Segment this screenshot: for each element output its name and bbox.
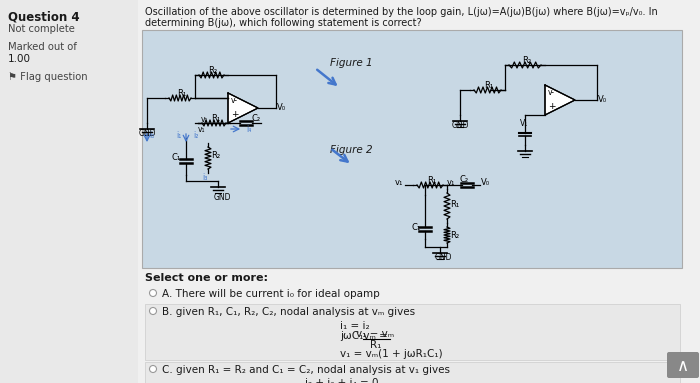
Text: Figure 1: Figure 1 [330,58,372,68]
Text: C₁: C₁ [172,153,181,162]
Circle shape [150,365,157,373]
Text: C₂: C₂ [460,175,469,184]
Polygon shape [228,93,258,123]
Text: R₂: R₂ [209,66,218,75]
Text: R₁: R₁ [177,89,186,98]
Text: v₁: v₁ [198,125,206,134]
FancyBboxPatch shape [667,352,699,378]
Bar [0,0,138,383]
Text: jωC₁vₘ =: jωC₁vₘ = [340,331,391,341]
Text: +: + [548,102,556,111]
Text: B. given R₁, C₁, R₂, C₂, nodal analysis at vₘ gives: B. given R₁, C₁, R₂, C₂, nodal analysis … [162,307,415,317]
Text: v₁: v₁ [201,115,209,124]
Text: determining B(jω), which following statement is correct?: determining B(jω), which following state… [145,18,421,28]
Text: V₀: V₀ [481,178,490,187]
Text: Question 4: Question 4 [8,10,80,23]
Text: v₁ − vₘ: v₁ − vₘ [356,329,394,339]
Text: i₁: i₁ [176,131,181,140]
Text: R₁: R₁ [427,176,436,185]
Text: v₁: v₁ [395,178,403,187]
Text: R₁: R₁ [370,340,382,350]
Text: v-: v- [231,96,238,105]
Bar [142,30,682,268]
Text: i₀: i₀ [149,131,155,140]
Text: R₂: R₂ [450,231,459,240]
Text: Marked out of: Marked out of [8,42,77,52]
Text: C₂: C₂ [251,114,260,123]
Text: A. There will be current i₀ for ideal opamp: A. There will be current i₀ for ideal op… [162,289,379,299]
Text: ⚑ Flag question: ⚑ Flag question [8,72,88,82]
Bar [145,304,680,360]
Bar [145,362,680,383]
Text: V₀: V₀ [277,103,286,112]
Text: +: + [231,110,239,119]
Text: Figure 2: Figure 2 [330,145,372,155]
Text: R₁: R₁ [211,114,220,123]
Text: i₄: i₄ [246,125,251,134]
Polygon shape [545,85,575,115]
Text: V₀: V₀ [598,95,607,104]
Circle shape [150,308,157,314]
Text: Not complete: Not complete [8,24,75,34]
Text: C₁: C₁ [411,223,420,232]
Text: R₁: R₁ [450,200,459,209]
Circle shape [150,290,157,296]
Text: i₂ + i₃ + i₄ = 0: i₂ + i₃ + i₄ = 0 [305,378,379,383]
Text: GND: GND [435,253,452,262]
Text: i₁ = i₂: i₁ = i₂ [340,321,370,331]
Text: C. given R₁ = R₂ and C₁ = C₂, nodal analysis at v₁ gives: C. given R₁ = R₂ and C₁ = C₂, nodal anal… [162,365,450,375]
Text: 1.00: 1.00 [8,54,31,64]
Text: Select one or more:: Select one or more: [145,273,268,283]
Text: R₁: R₁ [484,81,494,90]
Text: GND: GND [139,129,157,138]
Text: v₁: v₁ [447,178,456,187]
Text: Oscillation of the above oscillator is determined by the loop gain, L(jω)=A(jω)B: Oscillation of the above oscillator is d… [145,7,658,17]
Text: v₁ = vₘ(1 + jωR₁C₁): v₁ = vₘ(1 + jωR₁C₁) [340,349,442,359]
Text: v-: v- [548,88,555,97]
Text: R₂: R₂ [211,151,220,160]
Text: GND: GND [214,193,232,202]
Text: R₂: R₂ [522,56,531,65]
Text: ∧: ∧ [677,357,689,375]
Text: GND: GND [452,121,470,130]
Text: i₂: i₂ [193,131,198,140]
Text: V₁: V₁ [520,119,528,128]
Text: i₃: i₃ [202,173,207,182]
